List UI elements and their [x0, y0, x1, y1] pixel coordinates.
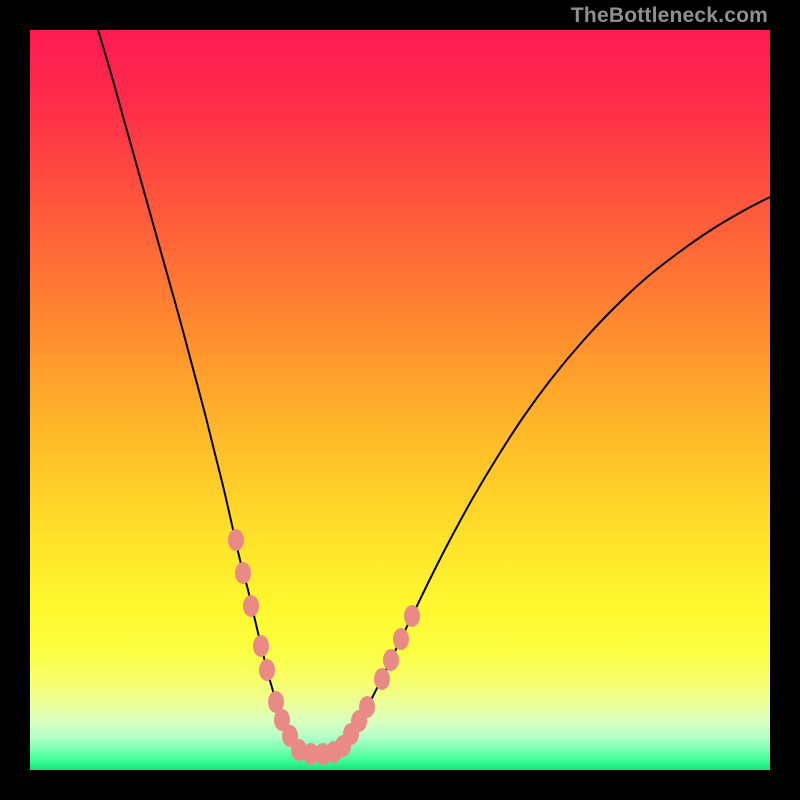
curve-layer: [30, 30, 770, 770]
chart-frame: TheBottleneck.com: [0, 0, 800, 800]
curve-marker: [404, 605, 420, 627]
bottleneck-curve: [98, 30, 770, 754]
curve-marker: [393, 628, 409, 650]
curve-marker: [374, 668, 390, 690]
marker-group: [228, 529, 420, 765]
curve-marker: [228, 529, 244, 551]
plot-area: [30, 30, 770, 770]
curve-marker: [259, 659, 275, 681]
curve-marker: [253, 635, 269, 657]
curve-marker: [243, 595, 259, 617]
watermark-text: TheBottleneck.com: [571, 4, 768, 28]
curve-marker: [235, 562, 251, 584]
curve-marker: [383, 649, 399, 671]
curve-marker: [359, 696, 375, 718]
